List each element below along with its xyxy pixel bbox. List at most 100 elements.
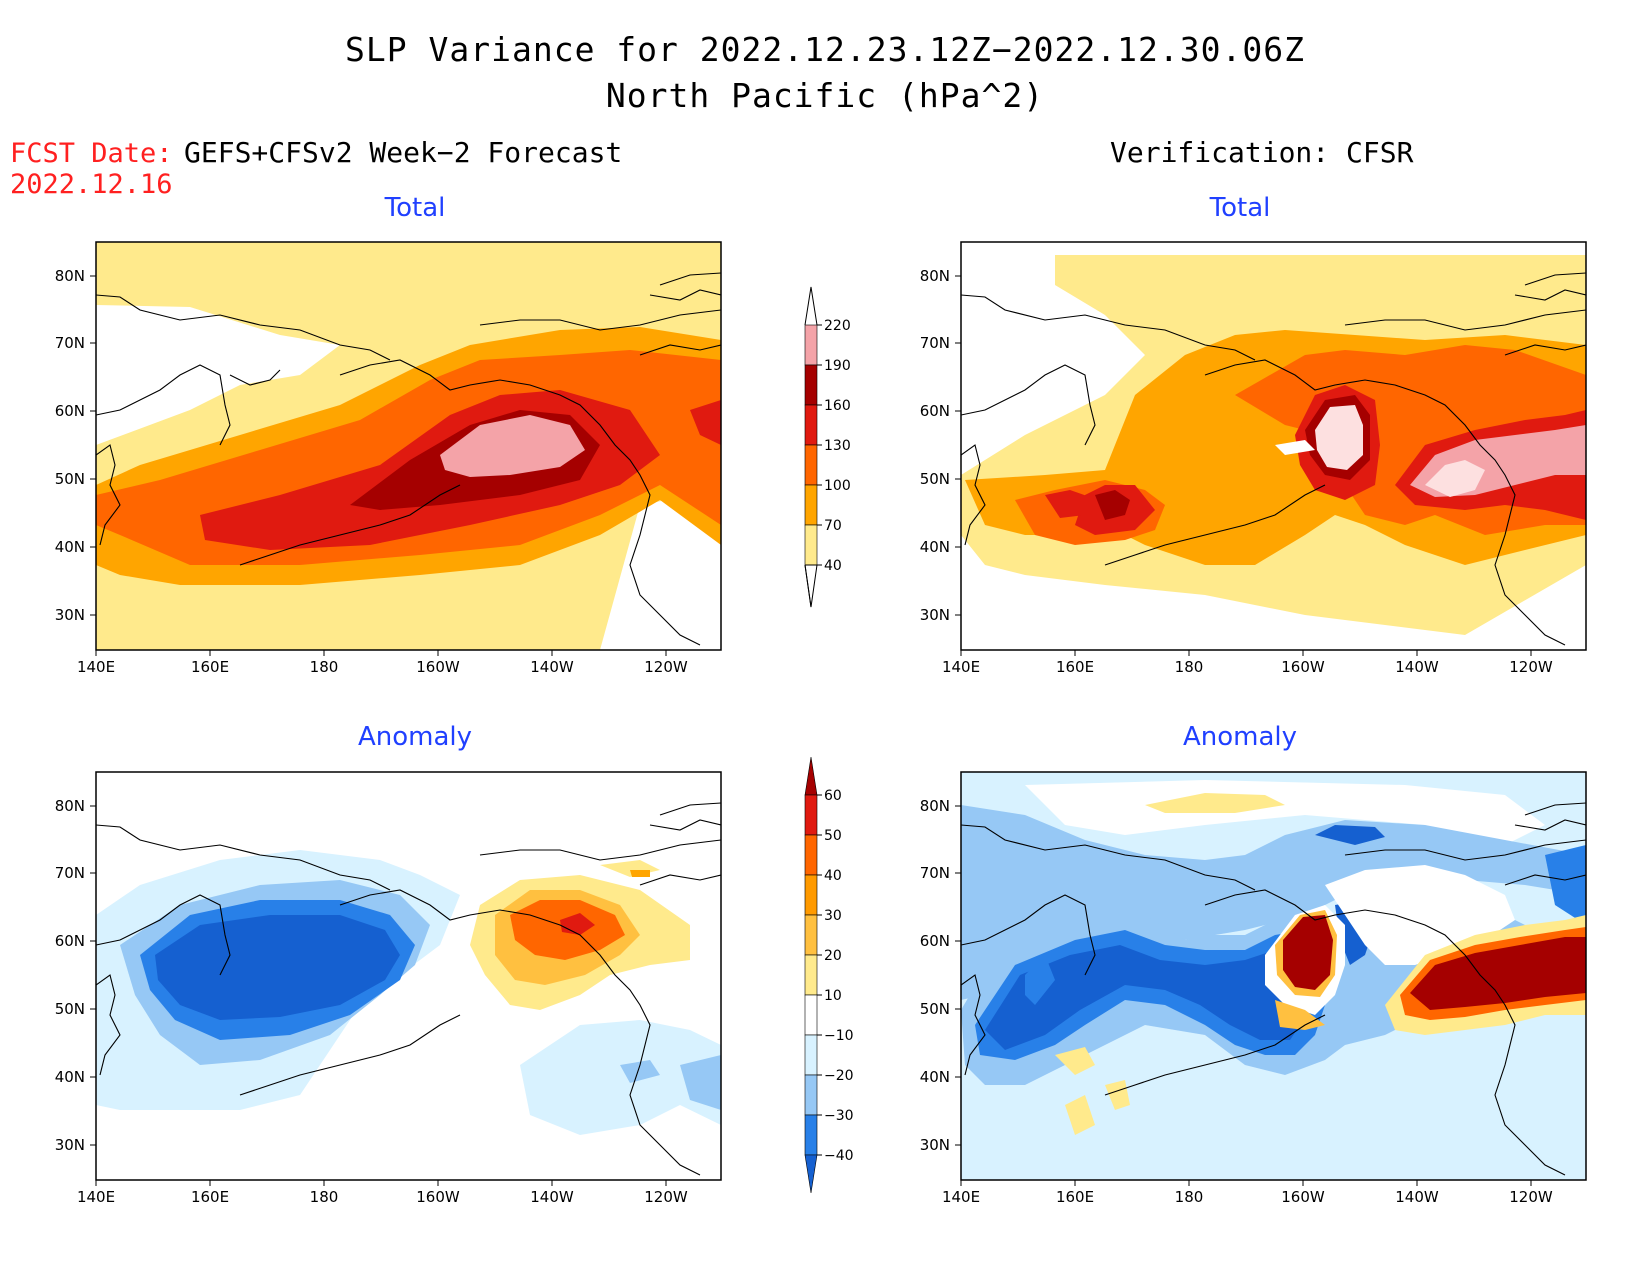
coastlines: [961, 272, 1586, 646]
colorbar-anomaly-label: 40: [824, 868, 842, 884]
colorbar-total-label: 130: [824, 438, 851, 454]
lon-label: 180: [1175, 658, 1204, 676]
lon-label: 140W: [530, 658, 574, 676]
colorbar-anomaly-swatch: [804, 874, 818, 916]
lat-label: 30N: [55, 1136, 85, 1154]
lat-label: 70N: [55, 334, 85, 352]
map-forecast-anomaly: 80N 70N 60N 50N 40N 30N 140E 160E 180 16…: [55, 771, 722, 1206]
colorbar-anomaly-swatch: [804, 834, 818, 876]
lon-label: 140E: [77, 1188, 115, 1206]
lat-label: 60N: [920, 932, 950, 950]
lat-label: 80N: [920, 797, 950, 815]
colorbar-anomaly-label: 20: [824, 948, 842, 964]
lon-label: 160E: [1056, 1188, 1094, 1206]
lon-label: 160W: [416, 1188, 460, 1206]
colorbar-anomaly-label: 10: [824, 988, 842, 1004]
map-verification-anomaly: 80N 70N 60N 50N 40N 30N 140E 160E 180 16…: [920, 771, 1587, 1206]
lat-label: 80N: [55, 267, 85, 285]
colorbar-anomaly-label: 30: [824, 908, 842, 924]
lat-label: 60N: [55, 932, 85, 950]
lat-axis-labels: 80N 70N 60N 50N 40N 30N: [55, 797, 96, 1154]
lat-label: 30N: [920, 606, 950, 624]
colorbar-total-label: 220: [824, 318, 851, 334]
lat-label: 80N: [55, 797, 85, 815]
lon-label: 180: [310, 658, 339, 676]
forecast-heading: GEFS+CFSv2 Week−2 Forecast: [184, 136, 623, 169]
lat-label: 50N: [920, 470, 950, 488]
lat-label: 50N: [55, 470, 85, 488]
verification-heading: Verification: CFSR: [1110, 136, 1414, 169]
panel-title-verification-anomaly: Anomaly: [1182, 722, 1298, 752]
lat-label: 30N: [920, 1136, 950, 1154]
lon-label: 120W: [1509, 1188, 1553, 1206]
lat-label: 50N: [920, 1000, 950, 1018]
lon-label: 180: [1175, 1188, 1204, 1206]
colorbar-anomaly-swatch: [804, 1154, 818, 1194]
colorbar-anomaly-label: −30: [824, 1108, 854, 1124]
lon-label: 120W: [644, 658, 688, 676]
colorbar-total-swatch: [804, 524, 818, 566]
colorbar-total-label: 100: [824, 478, 851, 494]
coastlines: [961, 802, 1586, 1176]
lon-label: 160E: [1056, 658, 1094, 676]
lon-label: 180: [310, 1188, 339, 1206]
colorbar-total-label: 160: [824, 398, 851, 414]
lon-label: 140E: [942, 1188, 980, 1206]
lat-label: 60N: [55, 402, 85, 420]
lat-label: 70N: [920, 864, 950, 882]
map-forecast-total: 80N 70N 60N 50N 40N 30N 140E 160E 180 16…: [55, 241, 722, 676]
lon-axis-labels: 140E 160E 180 160W 140W 120W: [942, 1180, 1553, 1206]
lon-label: 160W: [1281, 658, 1325, 676]
coastlines: [96, 272, 721, 646]
colorbar-total-label: 190: [824, 358, 851, 374]
lon-label: 140E: [77, 658, 115, 676]
colorbar-anomaly-label: −40: [824, 1148, 854, 1164]
lon-axis-labels: 140E 160E 180 160W 140W 120W: [77, 1180, 688, 1206]
colorbar-total-swatch: [804, 484, 818, 526]
lon-label: 120W: [644, 1188, 688, 1206]
map-verification-total: 80N 70N 60N 50N 40N 30N 140E 160E 180 16…: [920, 241, 1587, 676]
lat-label: 40N: [55, 1068, 85, 1086]
colorbar-anomaly-label: 50: [824, 828, 842, 844]
lat-label: 60N: [920, 402, 950, 420]
lon-label: 140W: [530, 1188, 574, 1206]
forecast-date-block: FCST Date: 2022.12.16: [10, 138, 173, 200]
colorbar-anomaly: −40 −30 −20 −10 10 20 30 40 50 60: [804, 756, 854, 1194]
lon-label: 120W: [1509, 658, 1553, 676]
coastlines: [96, 802, 721, 1176]
colorbar-total-label: 70: [824, 518, 842, 534]
colorbar-anomaly-swatch: [804, 994, 818, 1036]
chart-subtitle: North Pacific (hPa^2): [605, 76, 1045, 115]
colorbar-total-swatch: [804, 324, 818, 366]
colorbar-anomaly-label: 60: [824, 788, 842, 804]
colorbar-total-label: 40: [824, 558, 842, 574]
lat-label: 70N: [55, 864, 85, 882]
colorbar-total-swatch: [804, 364, 818, 406]
lon-axis-labels: 140E 160E 180 160W 140W 120W: [942, 650, 1553, 676]
colorbar-anomaly-swatch: [804, 954, 818, 996]
panel-title-verification-total: Total: [1209, 193, 1271, 223]
colorbar-anomaly-swatch: [804, 1074, 818, 1116]
lon-label: 140W: [1395, 658, 1439, 676]
lat-label: 40N: [55, 538, 85, 556]
lat-label: 40N: [920, 538, 950, 556]
colorbar-total-swatch: [804, 404, 818, 446]
lon-label: 160W: [416, 658, 460, 676]
lat-label: 40N: [920, 1068, 950, 1086]
lon-label: 160W: [1281, 1188, 1325, 1206]
lat-axis-labels: 80N 70N 60N 50N 40N 30N: [55, 267, 96, 624]
lat-label: 50N: [55, 1000, 85, 1018]
colorbar-anomaly-swatch: [804, 1034, 818, 1076]
lon-axis-labels: 140E 160E 180 160W 140W 120W: [77, 650, 688, 676]
colorbar-anomaly-label: −10: [824, 1028, 854, 1044]
lat-label: 70N: [920, 334, 950, 352]
chart-title: SLP Variance for 2022.12.23.12Z−2022.12.…: [345, 30, 1305, 69]
colorbar-anomaly-swatch: [804, 756, 818, 796]
colorbar-anomaly-label: −20: [824, 1068, 854, 1084]
lat-axis-labels: 80N 70N 60N 50N 40N 30N: [920, 797, 961, 1154]
lon-label: 160E: [191, 658, 229, 676]
lat-axis-labels: 80N 70N 60N 50N 40N 30N: [920, 267, 961, 624]
panel-title-forecast-total: Total: [384, 193, 446, 223]
panel-title-forecast-anomaly: Anomaly: [357, 722, 473, 752]
fcst-date: 2022.12.16: [10, 169, 173, 200]
